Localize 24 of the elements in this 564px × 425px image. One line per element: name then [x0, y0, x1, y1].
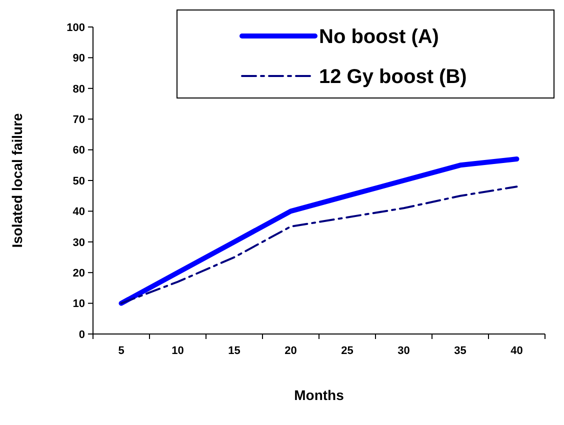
- x-tick-label: 20: [284, 345, 297, 357]
- y-tick-label: 20: [72, 267, 85, 280]
- x-tick-label: 5: [118, 345, 124, 357]
- y-tick-label: 40: [72, 206, 85, 218]
- y-tick-label: 90: [72, 52, 85, 65]
- x-tick-label: 40: [510, 345, 523, 357]
- y-tick-label: 0: [78, 328, 85, 341]
- y-axis-title: Isolated local failure: [9, 112, 25, 248]
- y-tick-label: 10: [72, 298, 85, 310]
- x-tick-label: 30: [398, 345, 410, 357]
- y-tick-label: 60: [72, 144, 85, 157]
- x-tick-label: 15: [228, 345, 240, 357]
- x-tick-label: 25: [341, 345, 354, 357]
- y-tick-label: 30: [72, 236, 85, 249]
- y-tick-label: 50: [72, 175, 85, 188]
- y-tick-label: 70: [72, 114, 85, 126]
- legend-label: No boost (A): [319, 26, 439, 48]
- y-tick-label: 100: [66, 22, 85, 34]
- x-tick-label: 10: [172, 345, 184, 357]
- x-axis-title: Months: [294, 387, 344, 403]
- line-series: [120, 186, 518, 304]
- y-tick-label: 80: [72, 83, 85, 96]
- legend-label: 12 Gy boost (B): [319, 66, 467, 88]
- x-tick-label: 35: [454, 345, 466, 357]
